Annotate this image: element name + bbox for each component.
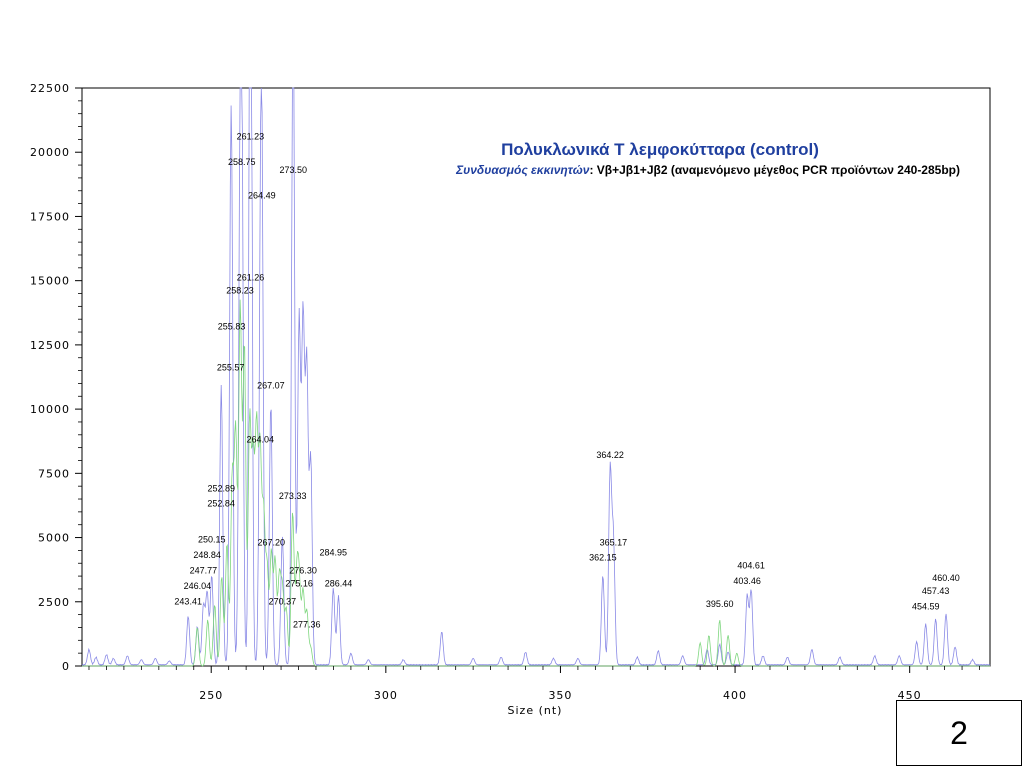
x-tick-label: 250 — [199, 689, 223, 702]
x-tick-label: 350 — [548, 689, 572, 702]
peak-label: 255.57 — [217, 363, 245, 373]
peak-label: 273.50 — [280, 165, 308, 175]
peak-labels: 261.23 258.75 273.50 264.49 261.26 258.23 255.… — [174, 131, 959, 629]
peak-label: 250.15 — [198, 535, 226, 545]
primer-combination-text: : Vβ+Jβ1+Jβ2 (αναμενόμενο μέγεθος PCR πρ… — [589, 163, 960, 177]
y-tick-label: 15000 — [30, 275, 70, 288]
peak-label: 258.75 — [228, 157, 256, 167]
peak-label: 362.15 — [589, 553, 617, 563]
peak-label: 286.44 — [325, 578, 353, 588]
peak-label: 248.84 — [193, 550, 221, 560]
peak-label: 252.84 — [207, 499, 235, 509]
y-tick-label: 0 — [62, 660, 70, 673]
peak-label: 457.43 — [922, 586, 950, 596]
series-blue-trace — [81, 87, 991, 667]
y-tick-label: 2500 — [38, 596, 70, 609]
x-axis-title: Size (nt) — [508, 704, 563, 717]
x-tick-label: 400 — [723, 689, 747, 702]
peak-label: 365.17 — [600, 537, 628, 547]
chart-subtitle: Συνδυασμός εκκινητών: Vβ+Jβ1+Jβ2 (αναμεν… — [300, 163, 960, 177]
y-tick-label: 10000 — [30, 403, 70, 416]
peak-label: 275.16 — [285, 578, 313, 588]
peak-label: 403.46 — [733, 576, 761, 586]
peak-label: 364.22 — [596, 450, 624, 460]
peak-label: 264.04 — [246, 435, 274, 445]
peak-label: 277.36 — [293, 619, 321, 629]
peak-label: 460.40 — [932, 573, 960, 583]
y-tick-label: 5000 — [38, 532, 70, 545]
peak-label: 258.23 — [226, 286, 254, 296]
y-tick-label: 17500 — [30, 210, 70, 223]
peak-label: 270.37 — [269, 596, 297, 606]
peak-label: 261.23 — [237, 131, 265, 141]
peak-label: 267.07 — [257, 381, 285, 391]
peak-label: 264.49 — [248, 190, 276, 200]
peak-label: 252.89 — [208, 483, 236, 493]
peak-label: 267.20 — [258, 537, 286, 547]
peak-label: 243.41 — [174, 596, 202, 606]
peak-label: 454.59 — [912, 601, 940, 611]
x-tick-label: 300 — [374, 689, 398, 702]
y-tick-label: 22500 — [30, 82, 70, 95]
traces — [81, 87, 991, 667]
y-tick-label: 12500 — [30, 339, 70, 352]
y-tick-label: 7500 — [38, 467, 70, 480]
peak-label: 261.26 — [237, 273, 265, 283]
peak-label: 247.77 — [190, 566, 218, 576]
peak-label: 246.04 — [184, 581, 212, 591]
peak-label: 273.33 — [279, 491, 307, 501]
peak-label: 404.61 — [737, 560, 765, 570]
primer-combination-label: Συνδυασμός εκκινητών — [456, 163, 590, 177]
peak-label: 255.83 — [218, 321, 246, 331]
slide-number: 2 — [896, 700, 1022, 766]
chart-title: Πολυκλωνικά Τ λεμφοκύτταρα (control) — [501, 140, 819, 159]
y-tick-label: 20000 — [30, 146, 70, 159]
x-tick-label: 450 — [898, 689, 922, 702]
peak-label: 395.60 — [706, 599, 734, 609]
peak-label: 276.30 — [289, 566, 317, 576]
peak-label: 284.95 — [320, 548, 348, 558]
series-green-trace — [82, 299, 990, 667]
axes: 0 2500 5000 7500 10000 12500 15000 17500 20000 22… — [30, 82, 980, 702]
